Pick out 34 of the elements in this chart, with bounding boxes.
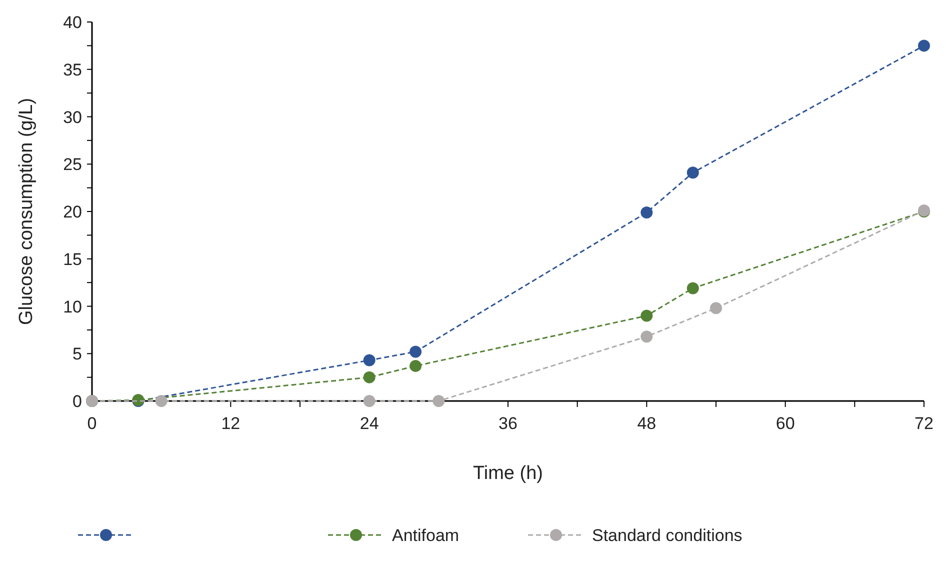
x-tick-label: 24 [360, 414, 379, 433]
x-tick-label: 60 [776, 414, 795, 433]
y-tick-label: 20 [63, 202, 82, 222]
point [363, 371, 376, 384]
x-tick-label: 36 [498, 414, 518, 433]
y-tick-label: 40 [63, 13, 82, 32]
point [710, 302, 722, 314]
point [640, 206, 653, 218]
x-axis-title: Time (h) [472, 463, 544, 484]
legend-label: Standard conditions [592, 526, 742, 545]
point [432, 395, 445, 407]
point [918, 40, 930, 52]
point [410, 346, 422, 358]
point [410, 360, 422, 372]
x-tick-label: 48 [637, 414, 656, 433]
point [363, 395, 376, 407]
point [640, 310, 653, 322]
y-tick-label: 0 [72, 392, 82, 411]
x-tick-label: 72 [914, 414, 934, 433]
point [686, 282, 699, 294]
point [363, 354, 376, 366]
y-tick-label: 5 [72, 344, 82, 364]
point [640, 330, 653, 343]
x-tick-label: 12 [221, 414, 240, 433]
y-tick-label: 25 [63, 155, 82, 174]
legend-label: Antifoam [392, 526, 460, 545]
x-tick-label: 0 [87, 414, 97, 433]
y-tick-label: 15 [63, 250, 82, 269]
point [686, 166, 699, 179]
y-tick-label: 10 [63, 297, 82, 316]
y-tick-label: 30 [63, 108, 82, 127]
point [155, 395, 168, 407]
y-axis-title: Glucose consumption (g/L) [16, 98, 37, 326]
y-tick-label: 35 [63, 60, 82, 80]
